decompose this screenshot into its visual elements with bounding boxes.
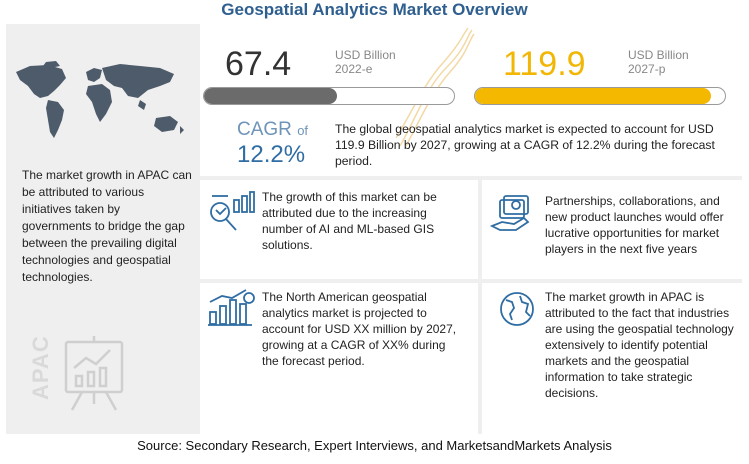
insight-text-partnerships: Partnerships, collaborations, and new pr… bbox=[545, 194, 724, 256]
bar-track-2027 bbox=[474, 87, 726, 105]
market-size-2022-unit: USD Billion 2022-e bbox=[335, 48, 396, 76]
bar-2027 bbox=[475, 88, 711, 104]
apac-growth-note: The market growth in APAC can be attribu… bbox=[22, 168, 192, 284]
cagr-label: CAGR of bbox=[237, 119, 308, 141]
apac-label-text: APAC bbox=[28, 335, 53, 400]
money-icon bbox=[490, 195, 530, 231]
bar-2022 bbox=[204, 88, 337, 104]
cagr-value: 12.2% bbox=[237, 141, 306, 168]
bar-track-2022 bbox=[203, 87, 455, 105]
presentation-board-icon bbox=[64, 336, 124, 411]
apac-region-label: APAC bbox=[12, 335, 62, 400]
source-note: Source: Secondary Research, Expert Inter… bbox=[137, 438, 612, 453]
unit-2027-label: USD Billion bbox=[628, 48, 689, 62]
unit-2022-label: USD Billion bbox=[335, 48, 396, 62]
market-size-2022-value: 67.4 bbox=[225, 45, 292, 83]
insight-text-north-america: The North American geospatial analytics … bbox=[262, 290, 457, 368]
globe-icon bbox=[500, 292, 534, 326]
market-size-2027-value: 119.9 bbox=[503, 45, 586, 83]
world-map-icon bbox=[16, 61, 184, 138]
analytics-icon bbox=[210, 191, 255, 231]
year-2027-label: 2027-p bbox=[628, 62, 666, 76]
cagr-label-text: CAGR bbox=[237, 119, 292, 140]
growth-swoosh-icon bbox=[396, 28, 475, 147]
cagr-description: The global geospatial analytics market i… bbox=[335, 122, 715, 168]
cagr-of-text: of bbox=[297, 123, 309, 138]
insight-text-apac: The market growth in APAC is attributed … bbox=[545, 290, 734, 400]
insight-cell-apac bbox=[482, 283, 742, 434]
page-title: Geospatial Analytics Market Overview bbox=[221, 0, 528, 19]
insight-text-ai-ml: The growth of this market can be attribu… bbox=[262, 190, 437, 252]
bar-growth-icon bbox=[208, 289, 255, 326]
year-2022-label: 2022-e bbox=[335, 62, 373, 76]
market-size-2027-unit: USD Billion 2027-p bbox=[628, 48, 689, 76]
